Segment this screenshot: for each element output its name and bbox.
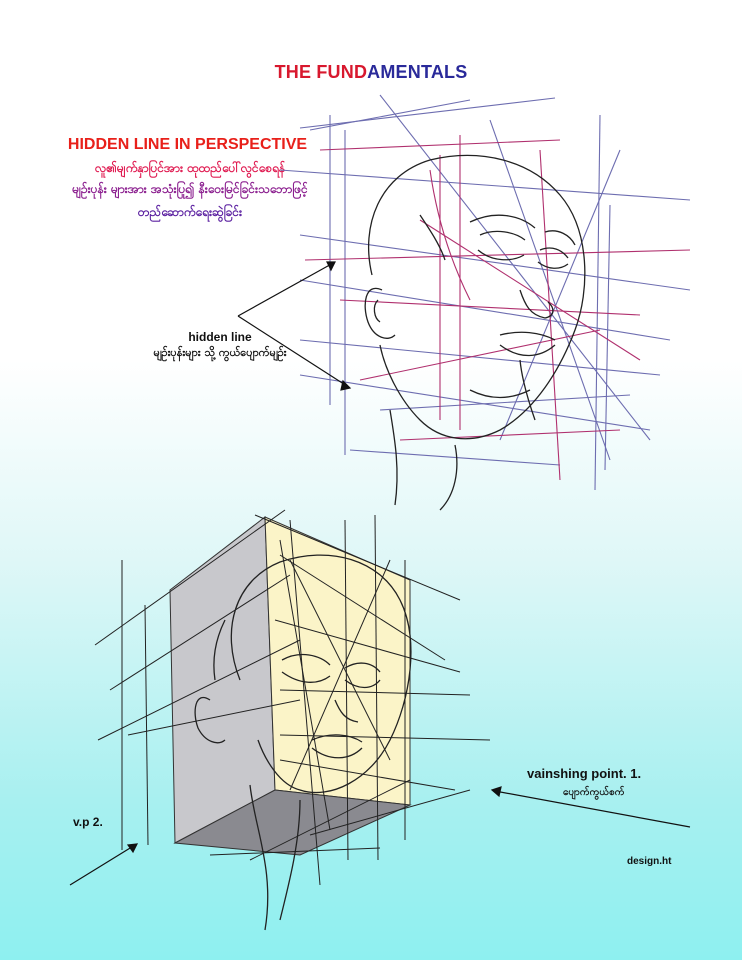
bottom-head-outline	[194, 554, 412, 931]
top-perspective-grid	[279, 94, 691, 491]
myanmar-line-1: လူ၏မျက်နှာပြင်အား ထုထည်ပေါ်လွင်စေရန်	[94, 161, 286, 175]
bottom-box	[169, 516, 412, 856]
bottom-perspective-grid	[94, 509, 491, 886]
hidden-line-label: hidden line	[188, 330, 252, 344]
vanishing-point-1-label: vainshing point. 1.	[527, 766, 642, 781]
page-title: THE FUNDAMENTALS	[274, 62, 468, 82]
hidden-line-arrows	[237, 261, 352, 391]
hidden-line-myanmar-label: မျဉ်းပုန်းများ သို့ ကွယ်ပျောက်မျဉ်း	[153, 346, 287, 359]
myanmar-line-2: မျဉ်းပုန်း များအား အသုံးပြု၍ နီးဝေးမြင်ခ…	[72, 182, 308, 196]
subtitle: HIDDEN LINE IN PERSPECTIVE	[67, 136, 308, 153]
vanishing-point-arrows	[69, 786, 691, 886]
signature: design.ht	[627, 856, 672, 867]
top-head-outline	[364, 154, 586, 511]
myanmar-line-3: တည်ဆောက်ရေးဆွဲခြင်း	[137, 205, 243, 219]
vanishing-point-1-myanmar-label: ပျောက်ကွယ်စက်	[563, 787, 625, 798]
vanishing-point-2-label: v.p 2.	[73, 815, 103, 829]
